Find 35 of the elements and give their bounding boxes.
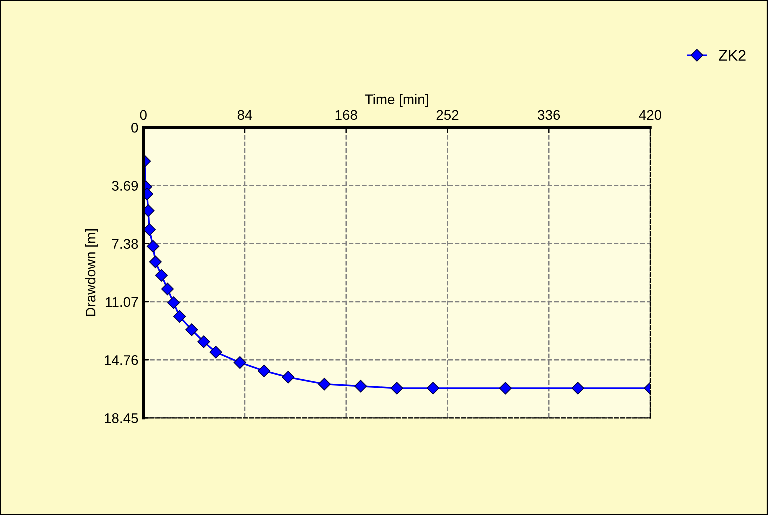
point [167,296,180,310]
x-tick-label: 420 [639,110,662,120]
point [144,204,155,218]
y-tick-label: 7.38 [112,239,138,250]
x-axis-title: Time [min] [365,94,428,108]
point [146,240,160,253]
point [282,371,295,384]
point [210,346,222,359]
point [390,382,404,395]
point [572,382,584,395]
point [161,282,174,296]
y-tick-label: 0 [132,123,138,133]
x-tick-label: 252 [436,110,459,120]
point [144,224,156,236]
legend-label: ZK2 [719,50,746,61]
point [318,378,331,391]
x-tick-label: 336 [538,110,560,120]
point [499,382,512,395]
y-tick-label: 11.07 [106,297,138,308]
y-tick-label: 3.69 [112,181,138,191]
point [155,269,168,282]
point [234,356,246,370]
point [258,364,271,378]
y-axis-title: Drawdown [m] [86,230,98,316]
x-tick-label: 168 [336,110,358,120]
y-tick-label: 14.76 [105,355,138,366]
x-tick-label: 84 [238,110,252,120]
x-tick-label: 0 [140,110,147,120]
y-tick-label: 18.45 [105,414,138,424]
point [426,382,440,395]
point [174,310,186,323]
point [354,380,368,393]
point [198,336,210,348]
point [186,324,198,336]
point [149,256,162,268]
